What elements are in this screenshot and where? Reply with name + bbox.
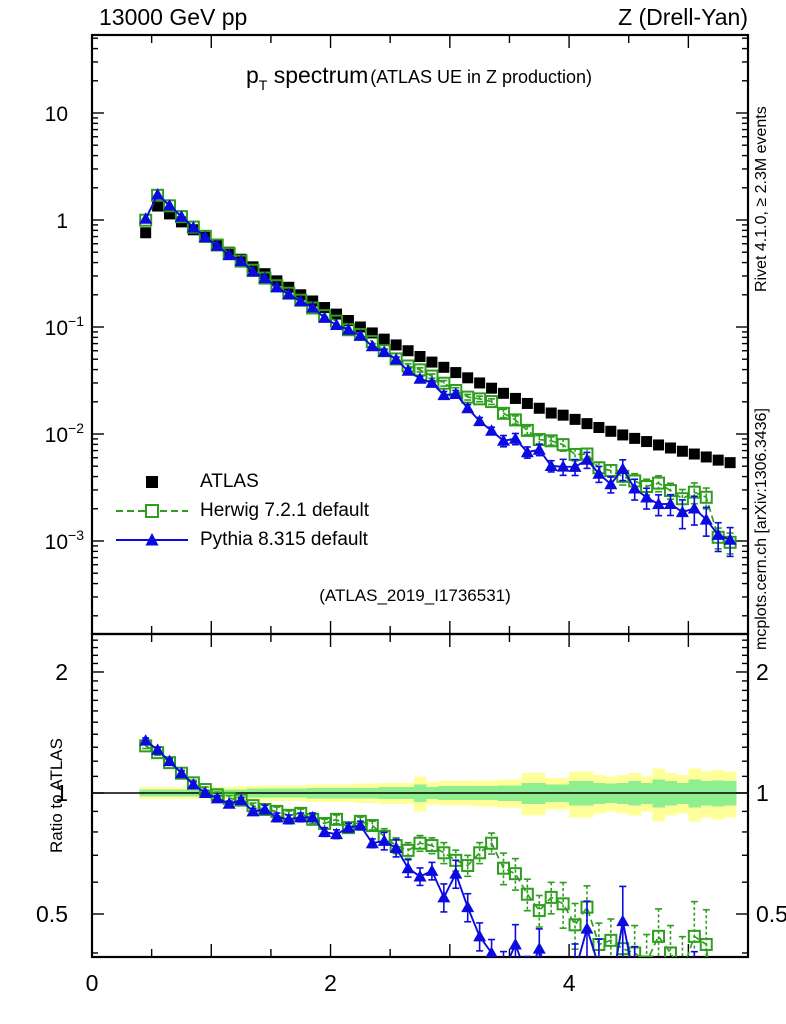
mcplots-reference-label: mcplots.cern.ch [arXiv:1306.3436] (753, 408, 770, 650)
herwig-marker-icon (116, 504, 188, 518)
legend-item-atlas: ATLAS (116, 471, 369, 493)
axis-ticks (91, 35, 749, 957)
ratio-y-tick-label: 0.5 (756, 901, 786, 927)
plot-title: pT spectrum (ATLAS UE in Z production) (246, 62, 592, 93)
legend-label-herwig: Herwig 7.2.1 default (200, 500, 369, 521)
ratio-y-tick-label: 1 (756, 780, 769, 806)
legend: ATLAS Herwig 7.2.1 default Pythia 8.315 … (116, 471, 369, 551)
spectrum-y-tick-label: 10 (45, 103, 68, 126)
ratio-axis-title: Ratio to ATLAS (47, 738, 66, 853)
beam-energy-label: 13000 GeV pp (99, 4, 248, 30)
ratio-y-tick-label: 2 (55, 659, 68, 685)
x-tick-label: 4 (563, 970, 576, 996)
x-tick-label: 2 (324, 970, 337, 996)
legend-label-atlas: ATLAS (200, 471, 259, 492)
legend-item-pythia: Pythia 8.315 default (116, 529, 369, 551)
panel-frames (90, 33, 750, 959)
plot-render-root: 10 1 10−1 10−2 10−3 2 2 1 1 0.5 0.5 0 2 4 (36, 33, 786, 996)
atlas-marker-icon (146, 476, 158, 488)
legend-label-pythia: Pythia 8.315 default (200, 529, 368, 550)
x-tick-label: 0 (86, 970, 99, 996)
atlas-series (140, 200, 736, 469)
spectrum-y-tick-label: 10−1 (45, 313, 85, 340)
axis-tick-labels: 10 1 10−1 10−2 10−3 2 2 1 1 0.5 0.5 0 2 4 (36, 103, 786, 996)
rivet-version-label: Rivet 4.1.0, ≥ 2.3M events (753, 106, 770, 292)
pythia-ratio-series (139, 734, 698, 957)
process-label: Z (Drell-Yan) (618, 4, 748, 30)
analysis-id-watermark: (ATLAS_2019_I1736531) (319, 586, 511, 605)
legend-item-herwig: Herwig 7.2.1 default (116, 500, 369, 522)
ratio-y-tick-label: 0.5 (36, 901, 68, 927)
ratio-y-tick-label: 2 (756, 659, 769, 685)
ratio-y-tick-label: 1 (55, 780, 68, 806)
spectrum-y-tick-label: 10−3 (45, 527, 85, 554)
pythia-series (139, 188, 737, 558)
spectrum-y-tick-label: 1 (56, 210, 68, 233)
pythia-marker-icon (116, 533, 188, 546)
spectrum-y-tick-label: 10−2 (45, 420, 85, 447)
